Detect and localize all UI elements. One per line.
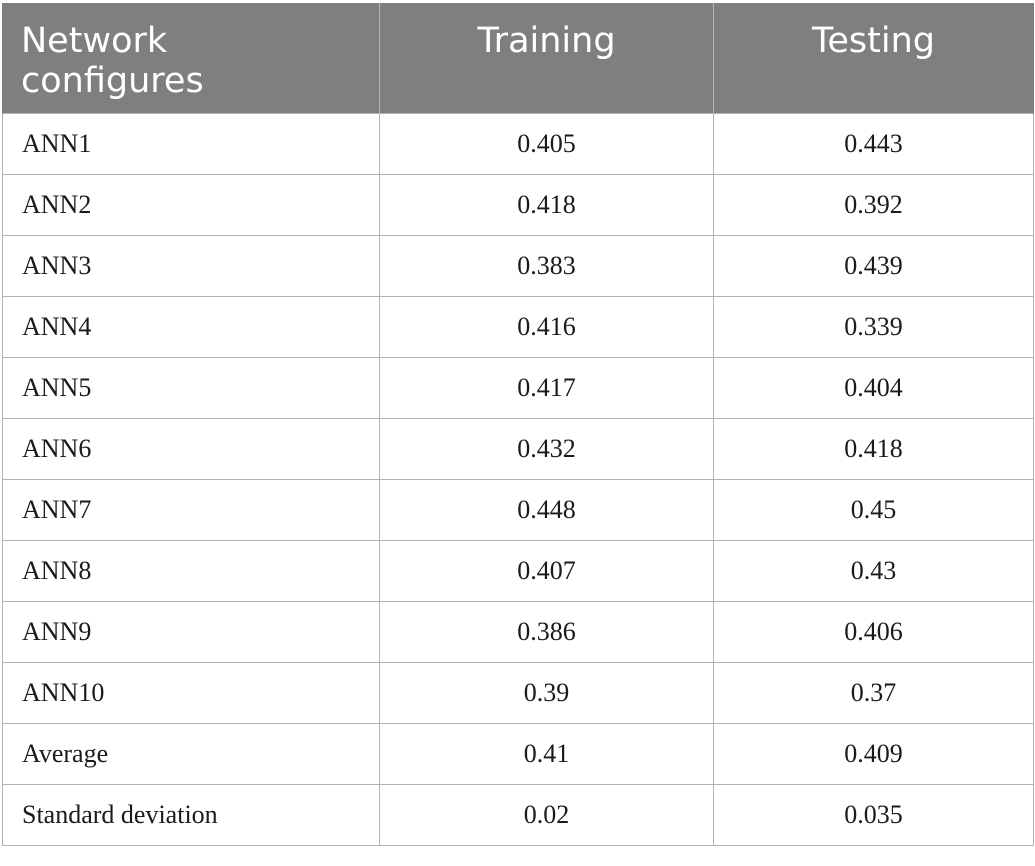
row-label-cell: Average <box>2 723 380 785</box>
row-label-cell: ANN1 <box>2 113 380 175</box>
training-value-cell: 0.41 <box>379 723 714 785</box>
column-header-label: Testing <box>811 21 936 61</box>
header-row: Network configures Training Testing <box>2 3 1034 114</box>
training-value-cell: 0.416 <box>379 296 714 358</box>
table-row: ANN5 0.417 0.404 <box>2 357 1034 419</box>
testing-value-cell: 0.45 <box>713 479 1034 541</box>
row-label-cell: ANN7 <box>2 479 380 541</box>
testing-value-cell: 0.406 <box>713 601 1034 663</box>
column-header-training: Training <box>379 3 714 114</box>
results-table: Network configures Training Testing ANN1… <box>2 3 1034 846</box>
row-label-cell: ANN6 <box>2 418 380 480</box>
column-header-testing: Testing <box>713 3 1034 114</box>
table-row: ANN4 0.416 0.339 <box>2 296 1034 358</box>
training-value-cell: 0.405 <box>379 113 714 175</box>
testing-value-cell: 0.392 <box>713 174 1034 236</box>
table-row: ANN7 0.448 0.45 <box>2 479 1034 541</box>
row-label-cell: ANN9 <box>2 601 380 663</box>
training-value-cell: 0.407 <box>379 540 714 602</box>
testing-value-cell: 0.035 <box>713 784 1034 846</box>
training-value-cell: 0.432 <box>379 418 714 480</box>
row-label-cell: Standard deviation <box>2 784 380 846</box>
table-row: ANN10 0.39 0.37 <box>2 662 1034 724</box>
row-label-cell: ANN4 <box>2 296 380 358</box>
table-row: Average 0.41 0.409 <box>2 723 1034 785</box>
column-header-label: Network configures <box>21 21 204 101</box>
training-value-cell: 0.417 <box>379 357 714 419</box>
results-table-container: Network configures Training Testing ANN1… <box>2 3 1034 846</box>
testing-value-cell: 0.43 <box>713 540 1034 602</box>
training-value-cell: 0.448 <box>379 479 714 541</box>
table-row: ANN1 0.405 0.443 <box>2 113 1034 175</box>
testing-value-cell: 0.439 <box>713 235 1034 297</box>
column-header-network-configures: Network configures <box>2 3 380 114</box>
row-label-cell: ANN5 <box>2 357 380 419</box>
testing-value-cell: 0.409 <box>713 723 1034 785</box>
row-label-cell: ANN10 <box>2 662 380 724</box>
row-label-cell: ANN2 <box>2 174 380 236</box>
training-value-cell: 0.02 <box>379 784 714 846</box>
training-value-cell: 0.383 <box>379 235 714 297</box>
training-value-cell: 0.39 <box>379 662 714 724</box>
testing-value-cell: 0.339 <box>713 296 1034 358</box>
column-header-label: Training <box>477 21 616 61</box>
table-row: ANN2 0.418 0.392 <box>2 174 1034 236</box>
table-row: ANN9 0.386 0.406 <box>2 601 1034 663</box>
table-row: ANN3 0.383 0.439 <box>2 235 1034 297</box>
table-header: Network configures Training Testing <box>2 3 1034 114</box>
row-label-cell: ANN8 <box>2 540 380 602</box>
table-row: ANN6 0.432 0.418 <box>2 418 1034 480</box>
table-body: ANN1 0.405 0.443 ANN2 0.418 0.392 ANN3 0.383 0.4… <box>2 113 1034 846</box>
row-label-cell: ANN3 <box>2 235 380 297</box>
testing-value-cell: 0.404 <box>713 357 1034 419</box>
testing-value-cell: 0.443 <box>713 113 1034 175</box>
training-value-cell: 0.386 <box>379 601 714 663</box>
testing-value-cell: 0.418 <box>713 418 1034 480</box>
table-row: Standard deviation 0.02 0.035 <box>2 784 1034 846</box>
testing-value-cell: 0.37 <box>713 662 1034 724</box>
table-row: ANN8 0.407 0.43 <box>2 540 1034 602</box>
training-value-cell: 0.418 <box>379 174 714 236</box>
